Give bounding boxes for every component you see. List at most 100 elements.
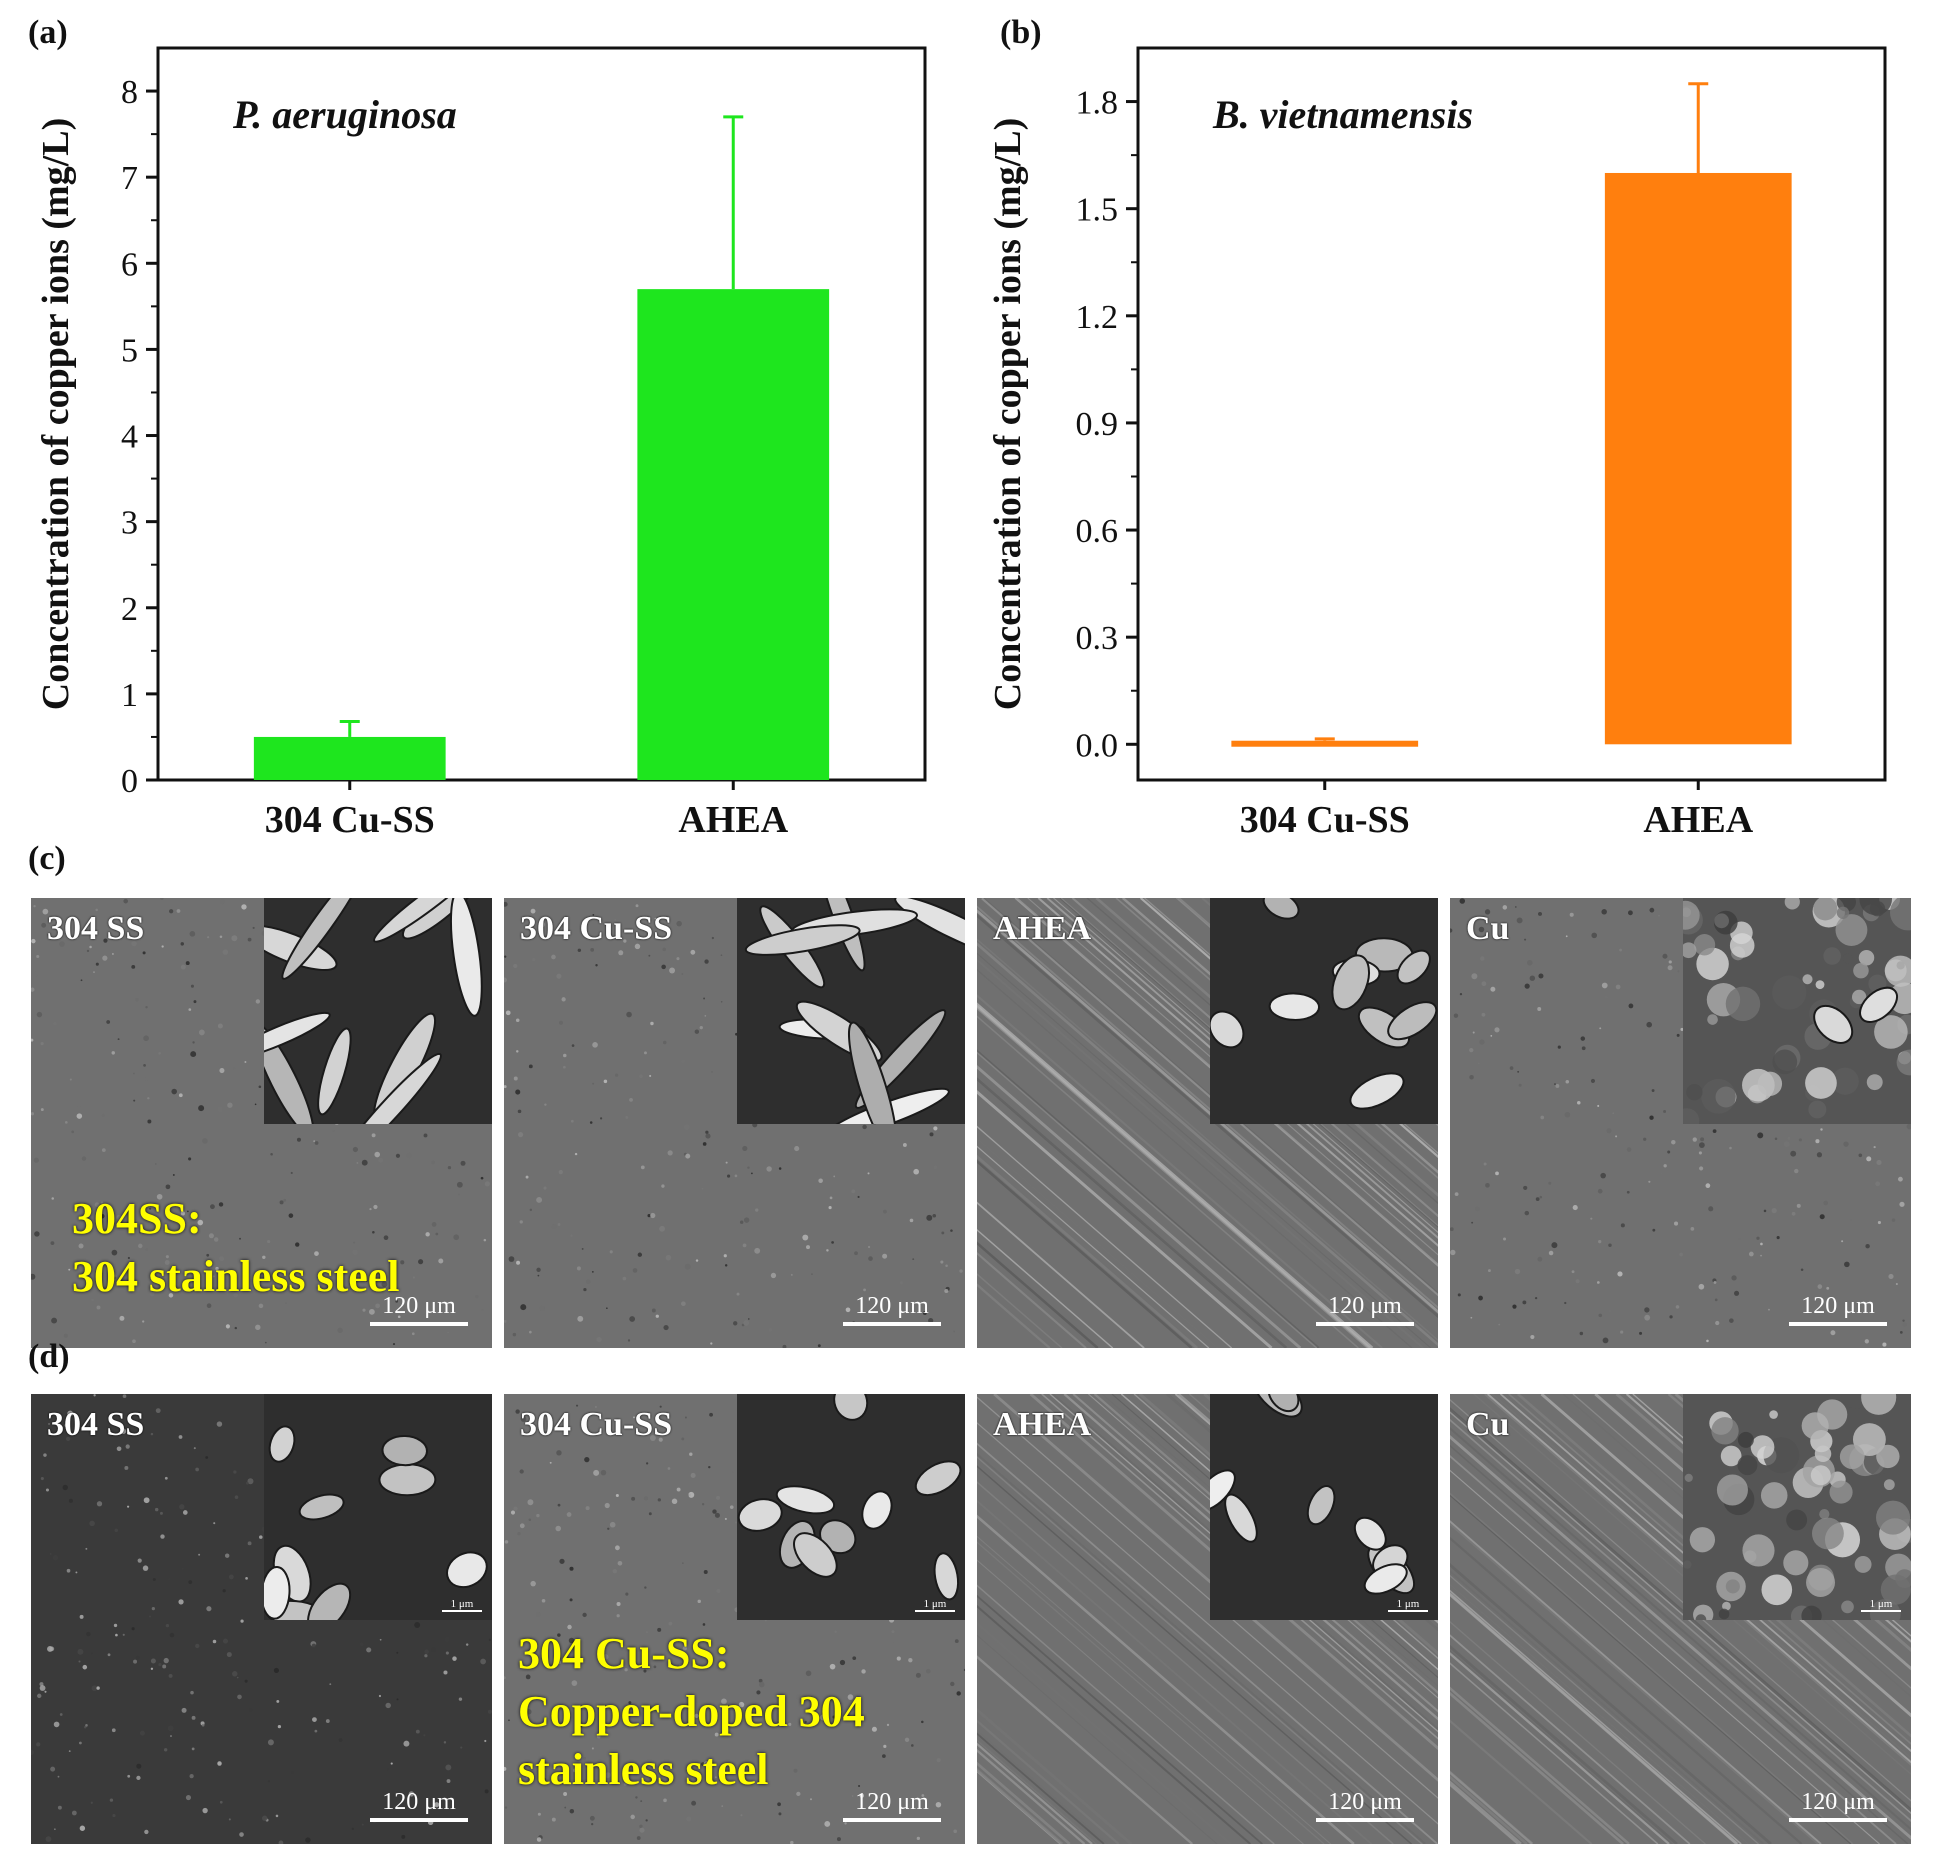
- surface-speck: [1539, 1195, 1543, 1199]
- surface-speck: [396, 1651, 399, 1654]
- surface-speck: [152, 1577, 156, 1582]
- surface-speck: [945, 1264, 948, 1268]
- inset-particle: [1722, 1601, 1731, 1611]
- surface-speck: [150, 1432, 154, 1436]
- surface-speck: [571, 1680, 578, 1686]
- surface-speck: [1581, 1046, 1586, 1051]
- y-tick-label: 1.5: [1076, 192, 1119, 229]
- inset-particle: [1761, 1574, 1793, 1606]
- surface-speck: [190, 984, 194, 988]
- surface-speck: [219, 899, 225, 905]
- surface-speck: [1514, 906, 1517, 908]
- surface-speck: [513, 1506, 518, 1511]
- surface-speck: [857, 1195, 860, 1198]
- surface-speck: [487, 1709, 492, 1714]
- surface-speck: [935, 1801, 942, 1808]
- surface-speck: [1565, 1080, 1570, 1084]
- surface-speck: [525, 1175, 529, 1179]
- surface-speck: [790, 1840, 794, 1844]
- surface-speck: [583, 1287, 587, 1292]
- surface-speck: [338, 1738, 343, 1742]
- surface-speck: [714, 1776, 717, 1779]
- surface-speck: [311, 1643, 317, 1649]
- surface-speck: [226, 1652, 232, 1658]
- inset-particle: [1716, 1474, 1748, 1506]
- surface-speck: [1674, 1221, 1679, 1226]
- surface-speck: [122, 1633, 125, 1636]
- sem-sample-label: Cu: [1466, 1406, 1510, 1443]
- surface-speck: [589, 1815, 595, 1821]
- surface-speck: [663, 1798, 667, 1803]
- surface-speck: [704, 1015, 707, 1017]
- bacterium-cell: [307, 1582, 352, 1620]
- surface-speck: [851, 1189, 856, 1194]
- surface-speck: [1651, 1089, 1655, 1092]
- surface-speck: [95, 908, 98, 912]
- surface-speck: [172, 1174, 175, 1176]
- surface-speck: [1480, 956, 1485, 961]
- surface-speck: [1450, 928, 1453, 933]
- surface-speck: [213, 1237, 219, 1242]
- surface-speck: [205, 1456, 209, 1459]
- surface-speck: [770, 1272, 777, 1279]
- surface-speck: [31, 938, 36, 944]
- inset-scale-bar: 1 μm: [442, 1598, 482, 1612]
- surface-speck: [36, 1742, 41, 1747]
- surface-speck: [1628, 1003, 1634, 1009]
- surface-speck: [167, 1725, 174, 1732]
- surface-speck: [415, 1729, 420, 1734]
- inset-particle: [1810, 1465, 1831, 1486]
- surface-speck: [524, 1762, 530, 1767]
- y-tick-label: 1: [121, 677, 138, 714]
- surface-speck: [622, 1276, 627, 1281]
- surface-streak: [977, 1201, 1145, 1348]
- surface-speck: [861, 1669, 866, 1674]
- surface-speck: [537, 1274, 540, 1277]
- surface-speck: [1477, 1062, 1480, 1065]
- surface-streak: [977, 1604, 1252, 1844]
- surface-speck: [434, 1802, 440, 1808]
- panel-letter-b: (b): [1000, 14, 1042, 51]
- surface-speck: [571, 1044, 575, 1047]
- surface-speck: [219, 1256, 225, 1262]
- surface-speck: [593, 1469, 600, 1476]
- surface-speck: [90, 1801, 93, 1804]
- surface-speck: [729, 1505, 734, 1509]
- surface-speck: [755, 1208, 759, 1212]
- surface-speck: [76, 1113, 83, 1119]
- surface-speck: [891, 1630, 895, 1634]
- surface-speck: [381, 1281, 388, 1288]
- surface-speck: [659, 1405, 662, 1408]
- surface-speck: [609, 1521, 616, 1528]
- surface-speck: [178, 1599, 184, 1605]
- bacterium-cell: [373, 898, 482, 943]
- surface-speck: [33, 1157, 39, 1163]
- inset-particle: [1854, 1555, 1872, 1573]
- surface-speck: [403, 1740, 410, 1747]
- surface-streak: [977, 1594, 1263, 1844]
- surface-speck: [176, 909, 181, 913]
- surface-speck: [1512, 1304, 1517, 1309]
- inset-particle: [1784, 898, 1800, 910]
- surface-speck: [777, 1802, 781, 1807]
- surface-streak: [977, 1621, 1232, 1844]
- bar-chart-b: 0.0 0.3 0.6 0.9 1.2 1.5 1.8 304 Cu-SS AHEA B. vie…: [987, 46, 1887, 841]
- surface-speck: [868, 1256, 873, 1261]
- bacterium-cell: [264, 924, 338, 971]
- surface-speck: [270, 1152, 273, 1156]
- surface-speck: [1698, 1283, 1705, 1290]
- surface-speck: [902, 1143, 907, 1147]
- surface-speck: [195, 1643, 200, 1649]
- surface-speck: [648, 1512, 652, 1516]
- scale-bar-label: 120 μm: [382, 1293, 456, 1319]
- surface-speck: [1626, 1190, 1630, 1194]
- surface-speck: [480, 1658, 486, 1665]
- surface-speck: [397, 1315, 401, 1319]
- surface-speck: [1481, 1012, 1486, 1017]
- surface-speck: [1644, 1307, 1650, 1313]
- surface-speck: [430, 1646, 437, 1653]
- surface-speck: [31, 1273, 36, 1280]
- inset-particle: [1750, 1435, 1775, 1459]
- bacterium-cell: [449, 898, 483, 1017]
- surface-speck: [631, 1496, 636, 1501]
